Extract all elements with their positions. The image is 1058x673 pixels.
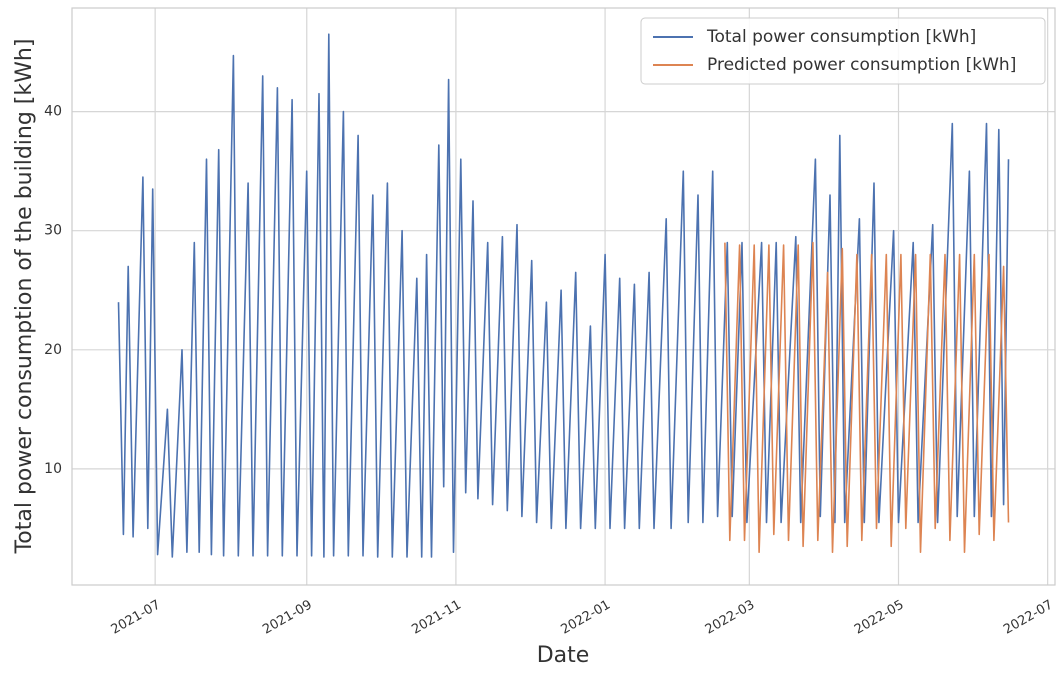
x-tick-label: 2022-07: [1001, 597, 1056, 637]
x-axis-label: Date: [537, 643, 590, 668]
legend-label: Predicted power consumption [kWh]: [707, 55, 1016, 75]
y-tick-label: 20: [44, 342, 62, 358]
y-tick-label: 40: [44, 104, 62, 120]
y-tick-label: 30: [44, 223, 62, 239]
series-line: [117, 33, 1010, 558]
legend-label: Total power consumption [kWh]: [706, 27, 976, 47]
y-tick-label: 10: [44, 461, 62, 477]
y-axis-label: Total power consumption of the building …: [12, 39, 37, 555]
plot-frame: [71, 7, 1056, 586]
x-tick-label: 2021-09: [260, 597, 315, 637]
x-tick-label: 2021-07: [109, 597, 164, 637]
x-tick-label: 2021-11: [409, 597, 464, 637]
legend: Total power consumption [kWh] Predicted p…: [640, 17, 1046, 85]
x-tick-label: 2022-01: [559, 597, 614, 637]
x-tick-label: 2022-03: [703, 597, 758, 637]
x-tick-label: 2022-05: [852, 597, 907, 637]
series-line: [724, 241, 1010, 553]
plot-lines: [117, 33, 1010, 558]
legend-box: [640, 17, 1046, 85]
